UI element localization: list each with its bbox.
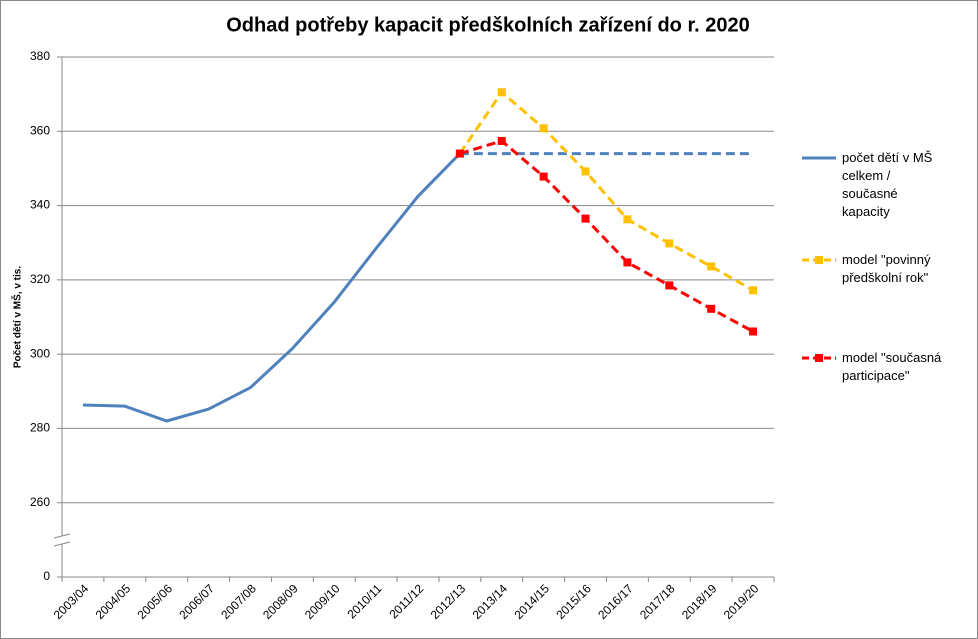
chart-title: Odhad potřeby kapacit předškolních zaříz…: [226, 14, 750, 36]
series-marker: [665, 239, 674, 248]
y-tick-label: 340: [30, 198, 50, 212]
legend-marker: [815, 256, 823, 264]
series-line: [458, 90, 754, 292]
legend-label-line: model "povinný: [842, 252, 931, 267]
legend-label: počet dětí v MŠ celkem / současné kapacity: [842, 150, 933, 219]
series-marker: [623, 215, 632, 224]
y-tick-label: 0: [43, 569, 50, 583]
series-marker: [707, 262, 716, 271]
y-tick-label: 380: [30, 49, 50, 63]
series-marker: [581, 214, 590, 223]
y-axis-label: Počet dětí v MŠ, v tis.: [11, 266, 24, 368]
series-marker: [497, 136, 506, 145]
series-marker: [539, 172, 548, 181]
series-line: [82, 152, 461, 423]
series-marker: [665, 281, 674, 290]
y-tick-label: 360: [30, 123, 50, 137]
series-marker: [707, 304, 716, 313]
legend-label-line: současné: [842, 186, 898, 201]
y-tick-label: 300: [30, 346, 50, 360]
y-tick-label: 260: [30, 495, 50, 509]
legend-label-line: kapacity: [842, 204, 890, 219]
series-marker: [455, 149, 464, 158]
legend-label-line: model "současná: [842, 350, 942, 365]
axis-break-line: [53, 541, 71, 547]
series-marker: [539, 124, 548, 133]
legend-label: model "povinný předškolní rok": [842, 252, 931, 285]
legend-label-line: předškolní rok": [842, 270, 929, 285]
series-marker: [623, 258, 632, 267]
legend-marker: [815, 354, 823, 362]
series-marker: [581, 167, 590, 176]
legend-label: model "současná participace": [842, 350, 942, 383]
y-tick-label: 320: [30, 272, 50, 286]
y-tick-label: 280: [30, 421, 50, 435]
series-marker: [749, 286, 758, 295]
series-marker: [497, 88, 506, 97]
series-marker: [749, 327, 758, 336]
legend-label-line: počet dětí v MŠ: [842, 150, 933, 165]
axis-break: [54, 536, 70, 544]
series-line: [459, 139, 754, 333]
legend-label-line: participace": [842, 368, 910, 383]
axis-break-line: [53, 533, 71, 539]
legend-label-line: celkem /: [842, 168, 891, 183]
